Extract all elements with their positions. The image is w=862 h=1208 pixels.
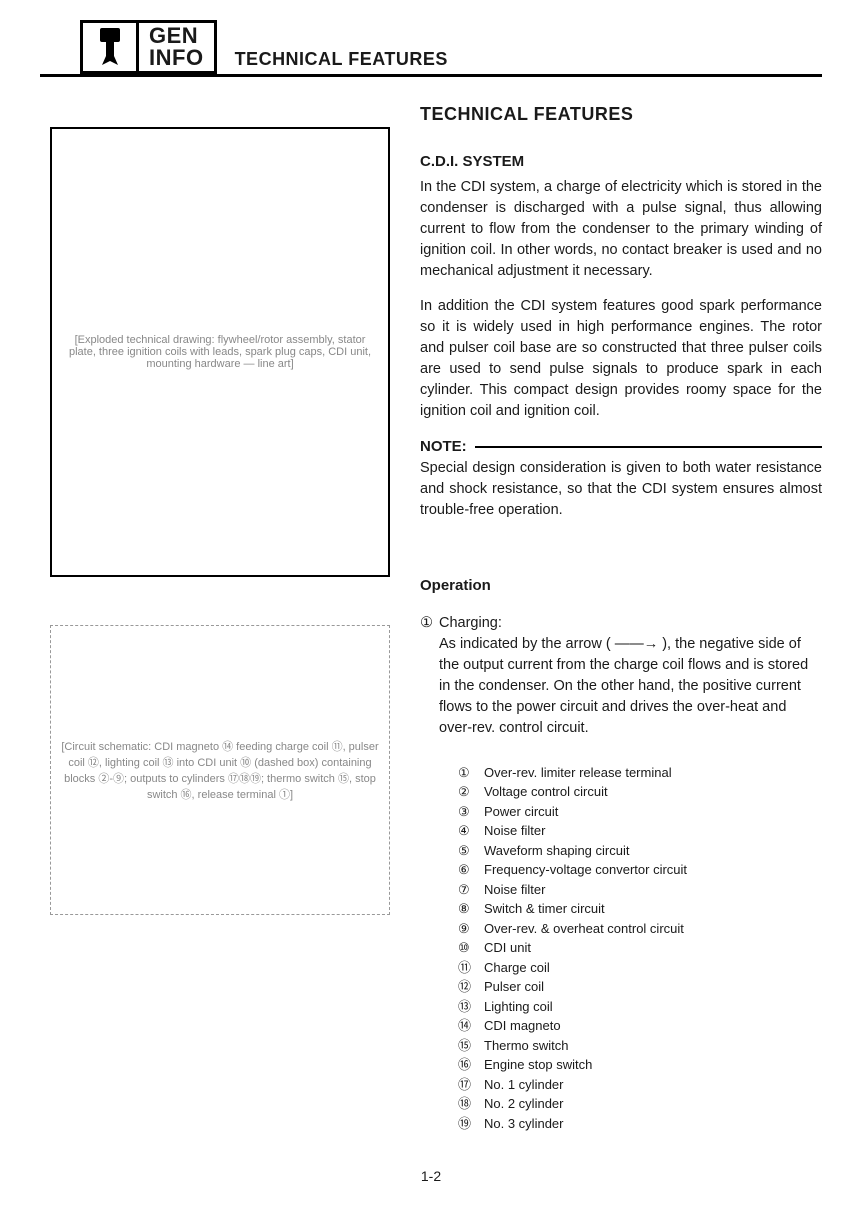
legend-text: Waveform shaping circuit	[484, 841, 629, 861]
legend-row: ④ Noise filter	[458, 821, 822, 841]
legend-row: ⑭ CDI magneto	[458, 1016, 822, 1036]
legend-row: ⑪ Charge coil	[458, 958, 822, 978]
left-column: [Exploded technical drawing: flywheel/ro…	[40, 97, 400, 1133]
legend-row: ⑧ Switch & timer circuit	[458, 899, 822, 919]
legend-row: ⑤ Waveform shaping circuit	[458, 841, 822, 861]
legend-number: ⑫	[458, 977, 478, 997]
legend-text: Charge coil	[484, 958, 550, 978]
note-label: NOTE:	[420, 436, 467, 458]
legend-text: Thermo switch	[484, 1036, 569, 1056]
legend-row: ⑦ Noise filter	[458, 880, 822, 900]
legend-row: ③ Power circuit	[458, 802, 822, 822]
header-badge: GEN INFO	[80, 20, 217, 74]
legend-text: Switch & timer circuit	[484, 899, 605, 919]
legend-text: Voltage control circuit	[484, 782, 608, 802]
circuit-schematic-figure: [Circuit schematic: CDI magneto ⑭ feedin…	[50, 625, 390, 915]
legend-text: Noise filter	[484, 821, 545, 841]
legend-number: ⑮	[458, 1036, 478, 1056]
legend-number: ⑦	[458, 880, 478, 900]
legend-number: ②	[458, 782, 478, 802]
legend-row: ⑬ Lighting coil	[458, 997, 822, 1017]
legend-row: ⑩ CDI unit	[458, 938, 822, 958]
legend-text: Engine stop switch	[484, 1055, 592, 1075]
legend-number: ⑥	[458, 860, 478, 880]
legend-row: ⑲ No. 3 cylinder	[458, 1114, 822, 1134]
legend-row: ⑮ Thermo switch	[458, 1036, 822, 1056]
charging-label: Charging:	[439, 615, 502, 631]
legend-number: ⑪	[458, 958, 478, 978]
legend-number: ⑧	[458, 899, 478, 919]
legend-number: ⑲	[458, 1114, 478, 1134]
legend-number: ⑨	[458, 919, 478, 939]
legend-number: ⑩	[458, 938, 478, 958]
note-text: Special design consideration is given to…	[420, 458, 822, 521]
outboard-motor-icon	[83, 23, 139, 71]
legend-row: ① Over-rev. limiter release terminal	[458, 763, 822, 783]
legend-row: ⑯ Engine stop switch	[458, 1055, 822, 1075]
charging-text: As indicated by the arrow ( ——→ ), the n…	[439, 636, 808, 736]
legend-row: ⑫ Pulser coil	[458, 977, 822, 997]
legend-number: ③	[458, 802, 478, 822]
exploded-view-figure: [Exploded technical drawing: flywheel/ro…	[50, 127, 390, 577]
legend-row: ⑨ Over-rev. & overheat control circuit	[458, 919, 822, 939]
legend-text: Noise filter	[484, 880, 545, 900]
operation-heading: Operation	[420, 575, 822, 597]
legend-text: No. 1 cylinder	[484, 1075, 563, 1095]
content-area: [Exploded technical drawing: flywheel/ro…	[40, 97, 822, 1133]
legend-row: ⑥ Frequency-voltage convertor circuit	[458, 860, 822, 880]
legend-row: ⑰ No. 1 cylinder	[458, 1075, 822, 1095]
note-heading: NOTE:	[420, 436, 822, 458]
legend-text: CDI unit	[484, 938, 531, 958]
charging-body: Charging: As indicated by the arrow ( ——…	[439, 613, 822, 739]
cdi-para-1: In the CDI system, a charge of electrici…	[420, 177, 822, 282]
legend-text: Pulser coil	[484, 977, 544, 997]
gen-text: GEN	[149, 25, 204, 47]
charging-block: ① Charging: As indicated by the arrow ( …	[420, 613, 822, 739]
legend-number: ⑤	[458, 841, 478, 861]
page-header: GEN INFO TECHNICAL FEATURES	[40, 20, 822, 77]
legend-text: Power circuit	[484, 802, 558, 822]
legend-list: ① Over-rev. limiter release terminal ② Volt…	[420, 763, 822, 1134]
note-rule	[475, 446, 822, 448]
legend-text: Frequency-voltage convertor circuit	[484, 860, 687, 880]
legend-number: ④	[458, 821, 478, 841]
breadcrumb-title: TECHNICAL FEATURES	[217, 49, 448, 74]
cdi-para-2: In addition the CDI system features good…	[420, 296, 822, 422]
legend-text: Lighting coil	[484, 997, 553, 1017]
legend-number: ⑯	[458, 1055, 478, 1075]
legend-row: ⑱ No. 2 cylinder	[458, 1094, 822, 1114]
legend-number: ⑱	[458, 1094, 478, 1114]
legend-text: No. 3 cylinder	[484, 1114, 563, 1134]
legend-number: ⑬	[458, 997, 478, 1017]
legend-number: ⑭	[458, 1016, 478, 1036]
info-text: INFO	[149, 47, 204, 69]
legend-text: CDI magneto	[484, 1016, 561, 1036]
legend-text: Over-rev. limiter release terminal	[484, 763, 672, 783]
legend-number: ①	[458, 763, 478, 783]
main-heading: TECHNICAL FEATURES	[420, 101, 822, 127]
page-number: 1-2	[0, 1168, 862, 1184]
legend-number: ⑰	[458, 1075, 478, 1095]
legend-text: No. 2 cylinder	[484, 1094, 563, 1114]
legend-row: ② Voltage control circuit	[458, 782, 822, 802]
charging-marker: ①	[420, 613, 433, 739]
cdi-heading: C.D.I. SYSTEM	[420, 151, 822, 173]
gen-info-label: GEN INFO	[139, 23, 214, 71]
right-column: TECHNICAL FEATURES C.D.I. SYSTEM In the …	[420, 97, 822, 1133]
legend-text: Over-rev. & overheat control circuit	[484, 919, 684, 939]
